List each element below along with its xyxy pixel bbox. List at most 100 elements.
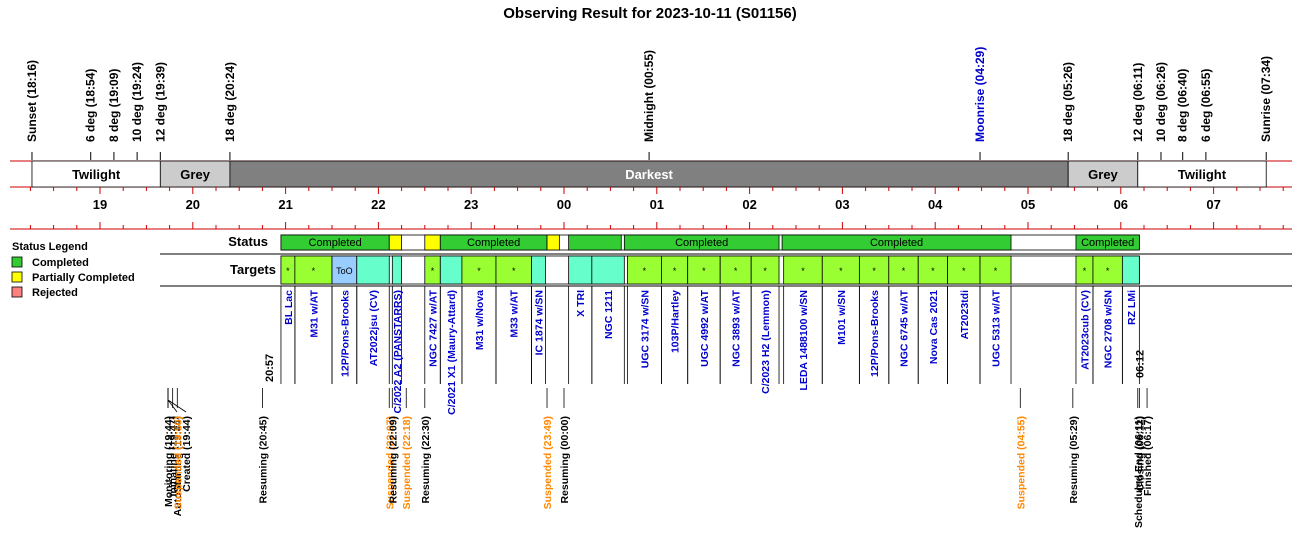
phase-block: [31, 160, 161, 188]
target-name: AT2023cub (CV): [1079, 290, 1091, 370]
target-block: [661, 255, 689, 285]
event-label: Sunset (18:16): [25, 60, 39, 142]
target-name: 103P/Hartley: [670, 290, 682, 353]
event-label: 10 deg (06:26): [1154, 62, 1168, 142]
target-mark: *: [962, 266, 966, 276]
target-name: M31 w/Nova: [474, 290, 486, 350]
hour-label: 02: [742, 197, 756, 212]
hour-label: 01: [650, 197, 664, 212]
target-mark: *: [431, 266, 435, 276]
status-block-label: Completed: [675, 237, 728, 249]
target-block: [1092, 255, 1123, 285]
target-mark: *: [643, 266, 647, 276]
status-event-label: Resuming (22:09): [387, 416, 399, 504]
target-mark: *: [477, 266, 481, 276]
target-block: [591, 255, 625, 285]
hour-label: 04: [928, 197, 943, 212]
status-event-label: Closing (06:12): [1134, 416, 1146, 491]
legend-label: Rejected: [32, 287, 78, 299]
page-title: Observing Result for 2023-10-11 (S01156): [503, 5, 797, 22]
target-mark: *: [286, 266, 290, 276]
legend-label: Completed: [32, 257, 89, 269]
status-block: [781, 234, 1012, 251]
status-event-label: Suspended (22:07): [384, 416, 396, 509]
phase-block: [1067, 160, 1139, 188]
target-mark: *: [702, 266, 706, 276]
event-label: Midnight (00:55): [642, 50, 656, 142]
target-name: NGC 3893 w/AT: [731, 289, 743, 366]
target-name: Nova Cas 2021: [928, 290, 940, 364]
target-name: RZ LMi: [1126, 290, 1138, 325]
hour-label: 23: [464, 197, 478, 212]
phase-label: Darkest: [625, 167, 673, 182]
phase-label: Twilight: [1178, 167, 1227, 182]
target-mark: *: [312, 266, 316, 276]
event-label: 12 deg (06:11): [1131, 63, 1145, 142]
status-event-label: Initiating (19:47): [168, 416, 180, 497]
target-block: [687, 255, 721, 285]
legend-swatch: [11, 286, 23, 298]
status-event-label: Resuming (22:30): [420, 416, 432, 504]
target-mark: *: [1106, 266, 1110, 276]
time-mark: 06:12: [1134, 350, 1146, 378]
status-row-label: Status: [228, 234, 268, 249]
status-block: [424, 234, 441, 251]
phase-block: [229, 160, 1069, 188]
status-event-label: AutoStarting (19:44): [172, 416, 184, 516]
hour-label: 22: [371, 197, 385, 212]
target-block: [568, 255, 593, 285]
target-name: X TRI: [575, 290, 587, 317]
status-block: [1075, 234, 1140, 251]
event-label: 18 deg (05:26): [1061, 62, 1075, 142]
target-block: [461, 255, 497, 285]
target-block: [531, 255, 546, 285]
target-mark: *: [902, 266, 906, 276]
hour-label: 00: [557, 197, 571, 212]
status-block-label: Completed: [1081, 237, 1134, 249]
target-name: UGC 5313 w/AT: [991, 289, 1003, 366]
status-event-label: Monitoring (19:44): [163, 416, 175, 507]
event-label: 12 deg (19:39): [153, 62, 167, 142]
hour-label: 05: [1021, 197, 1035, 212]
target-name: C/2022 A2 (PANSTARRS): [392, 290, 404, 414]
status-event-label: Suspended (04:55): [1015, 416, 1027, 509]
phase-label: Twilight: [72, 167, 121, 182]
status-block-label: Completed: [309, 237, 362, 249]
status-event-label: Suspended (23:49): [542, 416, 554, 509]
hour-label: 06: [1114, 197, 1128, 212]
target-mark: *: [763, 266, 767, 276]
target-mark: *: [994, 266, 998, 276]
hour-label: 03: [835, 197, 849, 212]
target-block: [391, 255, 403, 285]
target-name: UGC 4992 w/AT: [699, 289, 711, 366]
target-block: [888, 255, 919, 285]
target-name: LEDA 1488100 w/SN: [798, 290, 810, 391]
status-event-label: Suspended (19:50): [172, 416, 184, 509]
target-mark: *: [839, 266, 843, 276]
target-block: [750, 255, 780, 285]
event-label: Sunrise (07:34): [1259, 56, 1273, 142]
status-event-label: Created (19:44): [181, 416, 193, 492]
hour-label: 20: [186, 197, 200, 212]
legend-title: Status Legend: [12, 241, 88, 253]
target-block: [719, 255, 752, 285]
event-label: 8 deg (19:09): [107, 69, 121, 142]
target-block: [783, 255, 823, 285]
target-name: NGC 6745 w/AT: [899, 289, 911, 366]
target-name: M101 w/SN: [836, 290, 848, 345]
status-block: [623, 234, 780, 251]
event-label: 8 deg (06:40): [1176, 69, 1190, 142]
target-mark: *: [801, 266, 805, 276]
target-block: [356, 255, 390, 285]
target-mark: *: [734, 266, 738, 276]
target-name: IC 1874 w/SN: [533, 290, 545, 355]
phase-label: Grey: [180, 167, 210, 182]
hour-label: 21: [278, 197, 292, 212]
status-block: [546, 234, 560, 251]
target-mark: ToO: [336, 266, 353, 276]
target-mark: *: [872, 266, 876, 276]
status-block: [388, 234, 402, 251]
status-block: [568, 234, 622, 251]
